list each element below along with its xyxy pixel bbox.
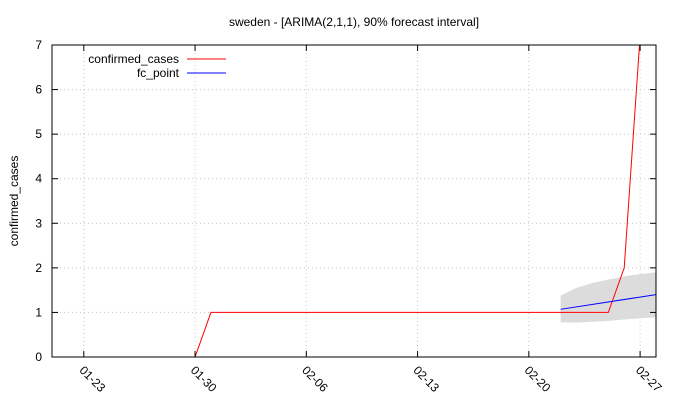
y-tick-label: 0 [35, 350, 42, 364]
series-line-confirmed-cases [194, 45, 640, 357]
y-tick-label: 3 [35, 216, 42, 230]
y-tick-label: 6 [35, 83, 42, 97]
x-tick-label: 02-20 [522, 363, 554, 395]
y-tick-label: 4 [35, 172, 42, 186]
y-tick-label: 2 [35, 261, 42, 275]
legend-label-confirmed-cases: confirmed_cases [88, 52, 179, 66]
y-tick-label: 1 [35, 305, 42, 319]
x-tick-label: 02-13 [410, 363, 442, 395]
series-line-fc-point [560, 294, 656, 310]
x-tick-label: 02-27 [633, 363, 665, 395]
legend-label-fc-point: fc_point [137, 66, 180, 80]
series-layer [194, 45, 656, 357]
axis-ticks: 0 1 2 3 4 5 6 7 01-23 01-30 02-06 02-13 02-20 02-27 [35, 38, 665, 395]
x-tick-label: 01-23 [77, 363, 109, 395]
forecast-interval-band [560, 272, 656, 323]
grid-lines [52, 45, 656, 357]
x-tick-label: 01-30 [188, 363, 220, 395]
y-axis-label: confirmed_cases [7, 156, 21, 247]
y-tick-label: 7 [35, 38, 42, 52]
chart-title: sweden - [ARIMA(2,1,1), 90% forecast int… [229, 15, 479, 29]
forecast-interval-layer [560, 272, 656, 323]
plot-frame [51, 44, 657, 358]
x-tick-label: 02-06 [299, 363, 331, 395]
y-tick-label: 5 [35, 127, 42, 141]
